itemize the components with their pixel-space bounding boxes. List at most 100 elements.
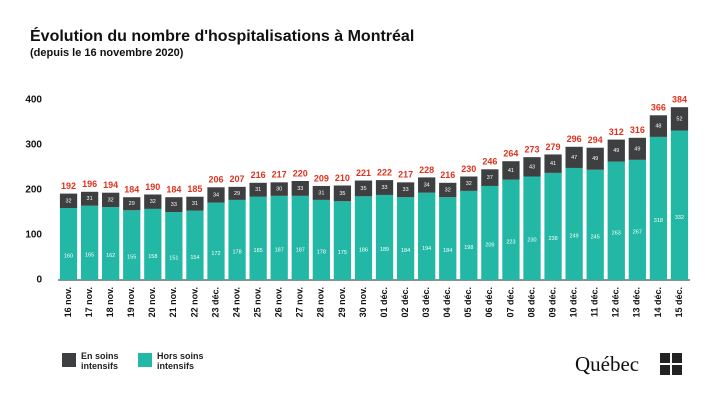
segment-label: 31 — [318, 190, 324, 196]
segment-label: 332 — [675, 215, 684, 221]
bar-segment — [291, 181, 309, 196]
segment-label: 32 — [108, 197, 114, 203]
bar-segment — [249, 196, 267, 280]
bar-segment — [333, 185, 352, 202]
total-label: 210 — [335, 173, 350, 183]
segment-label: 151 — [169, 255, 178, 261]
legend-swatch — [138, 353, 152, 367]
bar-segment — [165, 197, 183, 213]
segment-label: 178 — [317, 249, 326, 255]
bar-segment — [544, 172, 562, 280]
bar-segment — [270, 195, 288, 280]
logo-text: Québec — [575, 352, 639, 376]
legend-swatch — [62, 353, 76, 367]
segment-label: 318 — [654, 218, 663, 224]
bar-segment — [544, 154, 562, 173]
bar-segment — [102, 192, 120, 208]
bar-segment — [354, 180, 373, 197]
total-label: 312 — [609, 127, 624, 137]
bar-segment — [228, 199, 246, 280]
x-tick-label: 04 déc. — [442, 287, 452, 318]
segment-label: 32 — [65, 198, 71, 204]
segment-label: 158 — [148, 254, 157, 260]
bar-segment — [186, 196, 204, 211]
bar-segment — [312, 185, 330, 200]
total-label: 296 — [567, 134, 582, 144]
bar-segment — [481, 169, 499, 186]
segment-label: 32 — [445, 187, 451, 193]
segment-label: 209 — [485, 242, 494, 248]
total-label: 192 — [61, 181, 76, 191]
segment-label: 155 — [127, 255, 136, 261]
bar-segment — [670, 130, 689, 280]
bar-segment — [102, 207, 120, 280]
bar-segment — [144, 194, 162, 209]
x-tick-label: 05 déc. — [463, 287, 473, 318]
bar-segment — [59, 208, 78, 280]
total-label: 230 — [461, 164, 476, 174]
segment-label: 187 — [275, 247, 284, 253]
bar-segment — [291, 195, 309, 280]
x-tick-label: 11 déc. — [590, 287, 600, 317]
segment-label: 35 — [339, 191, 345, 197]
total-label: 222 — [377, 167, 392, 177]
segment-label: 32 — [150, 199, 156, 205]
bar-segment — [649, 115, 668, 137]
bar-segment — [565, 146, 583, 168]
segment-label: 184 — [401, 248, 410, 254]
x-tick-label: 07 déc. — [505, 287, 515, 318]
bar-segment — [270, 182, 288, 196]
total-label: 206 — [208, 175, 223, 185]
total-label: 228 — [419, 165, 434, 175]
bar-segment — [586, 169, 604, 280]
bar-segment — [123, 197, 141, 211]
segment-label: 178 — [232, 249, 241, 255]
x-tick-label: 06 déc. — [484, 287, 494, 318]
total-label: 184 — [166, 185, 181, 195]
legend-label: Hors soins intensifs — [157, 351, 204, 371]
bar-segment — [249, 182, 267, 197]
segment-label: 32 — [466, 181, 472, 187]
segment-label: 223 — [506, 239, 515, 245]
total-label: 184 — [124, 185, 139, 195]
bar-segment — [418, 192, 436, 280]
bar-segment — [418, 177, 436, 193]
segment-label: 175 — [338, 250, 347, 256]
bar-segment — [502, 161, 520, 180]
x-tick-label: 08 déc. — [526, 287, 536, 318]
total-label: 279 — [546, 142, 561, 152]
total-label: 194 — [103, 180, 118, 190]
total-label: 221 — [356, 168, 371, 178]
bar-segment — [565, 167, 583, 280]
x-tick-label: 10 déc. — [569, 287, 579, 318]
logo: Québec — [575, 352, 682, 376]
bar-segment — [312, 199, 330, 280]
segment-label: 48 — [655, 124, 661, 130]
total-label: 273 — [524, 145, 539, 155]
segment-label: 30 — [276, 187, 282, 193]
bar-segment — [439, 182, 457, 198]
legend-label: En soins intensifs — [81, 351, 119, 371]
segment-label: 186 — [359, 248, 368, 254]
bar-segment — [460, 190, 478, 280]
bar-segment — [628, 159, 646, 280]
x-tick-label: 16 nov. — [63, 287, 73, 317]
segment-label: 31 — [87, 196, 93, 202]
x-tick-label: 14 déc. — [653, 287, 663, 318]
segment-label: 41 — [550, 161, 556, 167]
total-label: 190 — [145, 182, 160, 192]
segment-label: 165 — [85, 252, 94, 258]
x-tick-label: 30 nov. — [358, 287, 368, 317]
segment-label: 263 — [612, 230, 621, 236]
bar-segment — [649, 136, 668, 280]
segment-label: 154 — [190, 255, 199, 261]
x-tick-label: 03 déc. — [421, 287, 431, 318]
total-label: 220 — [293, 168, 308, 178]
chart-title: Évolution du nombre d'hospitalisations à… — [30, 26, 414, 45]
chart-subtitle: (depuis le 16 novembre 2020) — [30, 47, 184, 59]
x-tick-label: 12 déc. — [611, 287, 621, 318]
bar-segment — [144, 208, 162, 280]
total-label: 217 — [398, 170, 413, 180]
x-tick-label: 02 déc. — [400, 287, 410, 318]
segment-label: 33 — [403, 187, 409, 193]
